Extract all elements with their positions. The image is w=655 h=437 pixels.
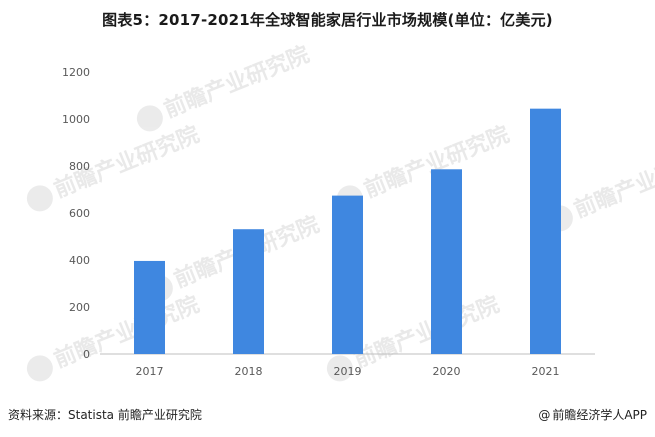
x-tick-label: 2020 [433,365,461,378]
at-icon: @ [538,408,551,422]
y-tick-label: 1000 [62,113,90,126]
x-tick-label: 2018 [235,365,263,378]
chart-title: 图表5：2017-2021年全球智能家居行业市场规模(单位：亿美元) [102,11,553,29]
brand-name: 前瞻经济学人APP [552,408,647,422]
x-tick-label: 2019 [334,365,362,378]
brand-credit: @ 前瞻经济学人APP [538,406,647,423]
bar-2019 [332,195,363,354]
source-note: 资料来源：Statista 前瞻产业研究院 [8,408,202,422]
bar-2018 [233,229,264,354]
x-tick-label: 2021 [532,365,560,378]
y-tick-label: 0 [83,348,90,361]
y-tick-label: 800 [69,160,90,173]
bar-2020 [431,169,462,354]
x-tick-label: 2017 [136,365,164,378]
bar-2021 [530,108,561,354]
y-tick-label: 400 [69,254,90,267]
y-tick-label: 200 [69,301,90,314]
bar-2017 [134,260,165,354]
y-tick-label: 600 [69,207,90,220]
y-tick-label: 1200 [62,66,90,79]
